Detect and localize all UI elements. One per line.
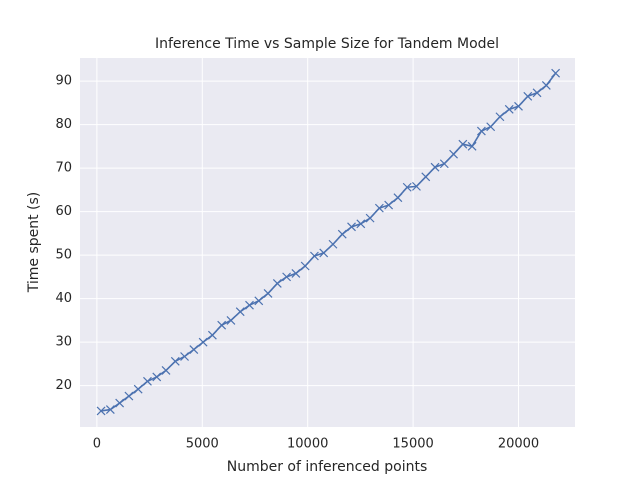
y-tick-label: 50 bbox=[55, 248, 72, 263]
data-marker bbox=[523, 91, 533, 101]
y-tick-label: 80 bbox=[55, 117, 72, 132]
data-marker bbox=[161, 366, 171, 375]
data-marker bbox=[263, 288, 273, 298]
data-marker bbox=[439, 159, 449, 169]
data-marker bbox=[207, 330, 217, 340]
data-marker bbox=[291, 268, 301, 278]
data-marker bbox=[337, 229, 347, 239]
data-marker bbox=[347, 222, 356, 232]
data-marker bbox=[486, 122, 496, 132]
data-marker bbox=[412, 181, 421, 191]
data-marker bbox=[541, 80, 551, 90]
data-marker bbox=[226, 315, 236, 325]
data-marker bbox=[467, 141, 477, 151]
y-axis-label: Time spent (s) bbox=[26, 192, 42, 294]
data-marker bbox=[476, 126, 486, 136]
data-marker bbox=[180, 352, 189, 361]
y-tick-label: 70 bbox=[55, 161, 72, 176]
data-marker bbox=[514, 101, 523, 111]
y-tick-label: 90 bbox=[55, 74, 72, 89]
x-tick-label: 10000 bbox=[287, 437, 328, 452]
x-tick-label: 5000 bbox=[186, 437, 219, 452]
data-marker bbox=[458, 139, 468, 149]
data-marker bbox=[133, 384, 143, 394]
x-tick-label: 20000 bbox=[498, 437, 539, 452]
x-tick-label: 0 bbox=[93, 437, 101, 452]
data-marker bbox=[319, 248, 329, 258]
data-marker bbox=[328, 239, 338, 249]
data-marker bbox=[217, 320, 227, 330]
data-marker bbox=[384, 200, 394, 210]
data-marker bbox=[198, 337, 208, 347]
data-marker bbox=[551, 68, 561, 78]
data-marker bbox=[430, 162, 440, 172]
data-marker bbox=[254, 296, 264, 306]
chart-title: Inference Time vs Sample Size for Tandem… bbox=[155, 36, 499, 52]
data-marker bbox=[449, 149, 458, 159]
data-marker bbox=[365, 213, 375, 223]
data-marker bbox=[96, 406, 106, 416]
data-marker bbox=[300, 261, 310, 271]
data-marker bbox=[115, 398, 125, 408]
data-marker bbox=[152, 372, 162, 382]
data-marker bbox=[393, 193, 403, 203]
data-marker bbox=[421, 172, 431, 182]
data-marker bbox=[356, 219, 366, 229]
data-marker bbox=[495, 112, 505, 122]
y-tick-label: 30 bbox=[55, 335, 72, 350]
x-axis-label: Number of inferenced points bbox=[227, 459, 428, 475]
data-marker bbox=[235, 307, 245, 317]
data-marker bbox=[105, 405, 115, 415]
data-marker bbox=[170, 356, 180, 366]
data-marker bbox=[282, 272, 292, 282]
data-marker bbox=[374, 203, 384, 213]
data-marker bbox=[143, 376, 152, 386]
data-marker bbox=[532, 88, 542, 98]
data-marker bbox=[504, 104, 514, 114]
data-marker bbox=[245, 300, 254, 310]
data-marker bbox=[189, 345, 199, 354]
y-tick-label: 60 bbox=[55, 204, 72, 219]
y-tick-label: 20 bbox=[55, 378, 72, 393]
data-marker bbox=[124, 391, 134, 401]
data-marker bbox=[310, 251, 319, 261]
x-tick-label: 15000 bbox=[392, 437, 433, 452]
data-marker bbox=[402, 182, 412, 192]
data-marker bbox=[272, 278, 282, 288]
plot-area bbox=[80, 58, 575, 427]
y-tick-label: 40 bbox=[55, 291, 72, 306]
